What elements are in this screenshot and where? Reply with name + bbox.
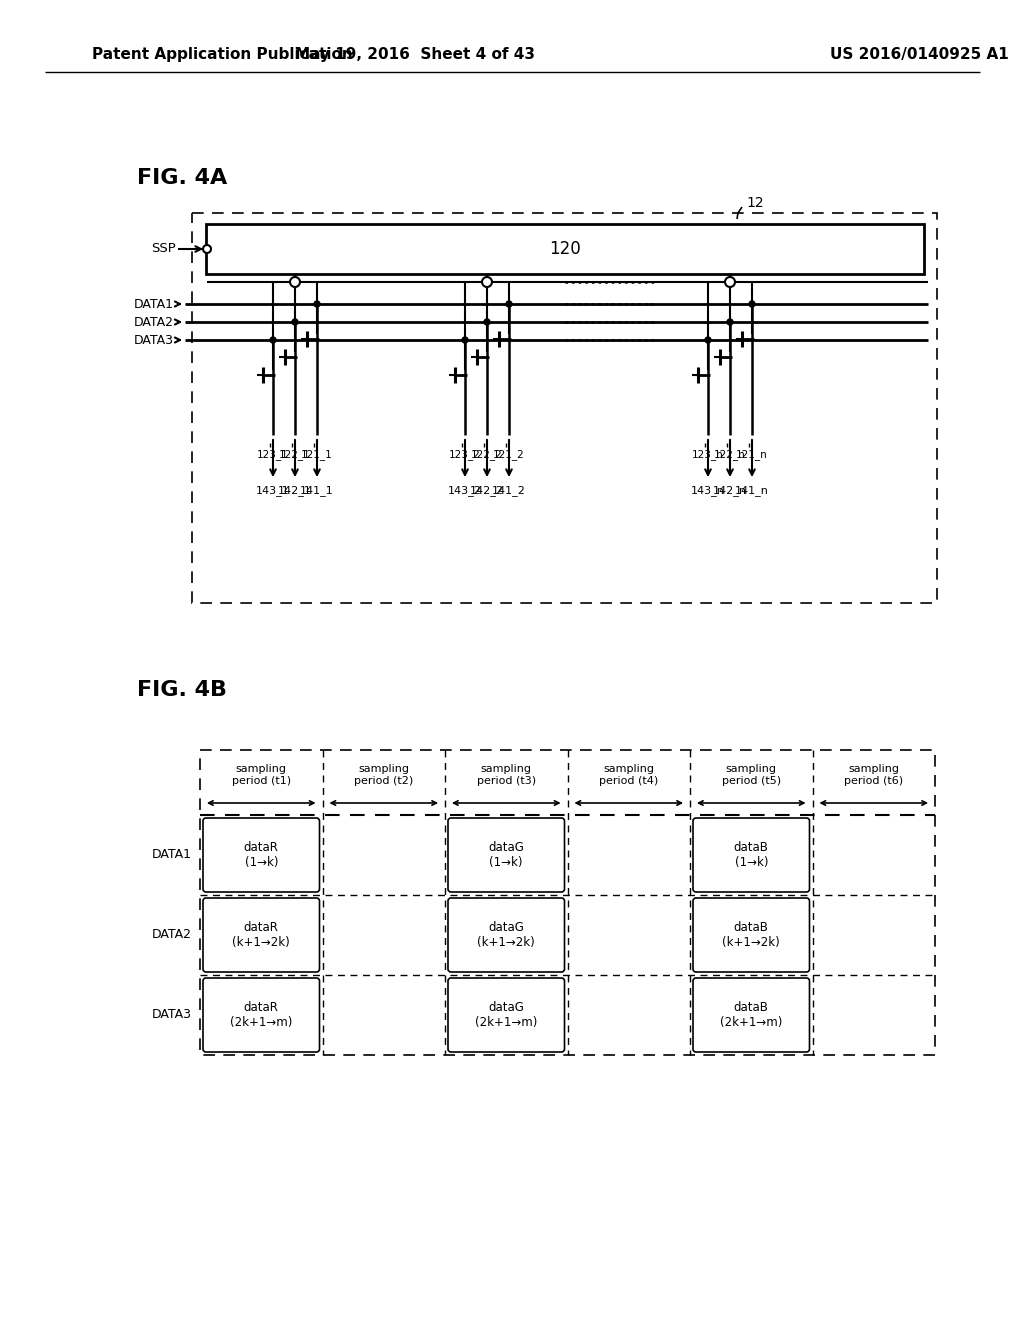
Circle shape bbox=[484, 319, 490, 325]
Circle shape bbox=[270, 337, 276, 343]
Text: sampling
period (t3): sampling period (t3) bbox=[477, 764, 536, 785]
Text: Patent Application Publication: Patent Application Publication bbox=[92, 46, 352, 62]
Text: 120: 120 bbox=[549, 240, 581, 257]
Text: 121_n: 121_n bbox=[736, 449, 768, 459]
Bar bbox=[193, 213, 937, 603]
Text: dataG
(1→k): dataG (1→k) bbox=[488, 841, 524, 869]
Circle shape bbox=[290, 277, 300, 286]
Text: DATA2: DATA2 bbox=[152, 928, 193, 941]
Text: 12: 12 bbox=[746, 195, 764, 210]
FancyBboxPatch shape bbox=[203, 978, 319, 1052]
Circle shape bbox=[314, 301, 319, 308]
Text: sampling
period (t5): sampling period (t5) bbox=[722, 764, 781, 785]
Bar bbox=[200, 750, 935, 1055]
Text: 121_2: 121_2 bbox=[494, 449, 525, 459]
FancyBboxPatch shape bbox=[693, 818, 810, 892]
FancyBboxPatch shape bbox=[693, 898, 810, 972]
Text: 141_2: 141_2 bbox=[493, 484, 526, 496]
Text: FIG. 4A: FIG. 4A bbox=[137, 168, 227, 187]
FancyBboxPatch shape bbox=[449, 978, 564, 1052]
Circle shape bbox=[749, 301, 755, 308]
Text: dataB
(2k+1→m): dataB (2k+1→m) bbox=[720, 1001, 782, 1030]
Text: 143_1: 143_1 bbox=[256, 484, 290, 496]
Text: 141_n: 141_n bbox=[735, 484, 769, 496]
Circle shape bbox=[482, 277, 492, 286]
FancyBboxPatch shape bbox=[693, 978, 810, 1052]
Text: US 2016/0140925 A1: US 2016/0140925 A1 bbox=[830, 46, 1009, 62]
Circle shape bbox=[292, 319, 298, 325]
Text: DATA1: DATA1 bbox=[152, 849, 193, 862]
Text: dataG
(k+1→2k): dataG (k+1→2k) bbox=[477, 921, 536, 949]
Text: 123_n: 123_n bbox=[692, 449, 724, 459]
Text: dataB
(k+1→2k): dataB (k+1→2k) bbox=[722, 921, 780, 949]
Text: 142_n: 142_n bbox=[713, 484, 746, 496]
Text: 122_2: 122_2 bbox=[471, 449, 503, 459]
Text: May 19, 2016  Sheet 4 of 43: May 19, 2016 Sheet 4 of 43 bbox=[295, 46, 535, 62]
Text: 122_1: 122_1 bbox=[280, 449, 311, 459]
FancyBboxPatch shape bbox=[203, 818, 319, 892]
Text: 142_1: 142_1 bbox=[279, 484, 312, 496]
Text: 143_n: 143_n bbox=[691, 484, 725, 496]
Circle shape bbox=[203, 246, 211, 253]
Circle shape bbox=[705, 337, 711, 343]
Bar bbox=[206, 224, 924, 275]
Text: dataR
(2k+1→m): dataR (2k+1→m) bbox=[230, 1001, 293, 1030]
Text: FIG. 4B: FIG. 4B bbox=[137, 680, 227, 700]
Text: sampling
period (t4): sampling period (t4) bbox=[599, 764, 658, 785]
Text: DATA1: DATA1 bbox=[134, 297, 174, 310]
Circle shape bbox=[506, 301, 512, 308]
Text: 143_2: 143_2 bbox=[449, 484, 482, 496]
FancyBboxPatch shape bbox=[203, 898, 319, 972]
Text: 122_n: 122_n bbox=[714, 449, 745, 459]
Text: dataR
(k+1→2k): dataR (k+1→2k) bbox=[232, 921, 290, 949]
Text: 121_1: 121_1 bbox=[301, 449, 333, 459]
Text: dataR
(1→k): dataR (1→k) bbox=[244, 841, 279, 869]
Text: sampling
period (t2): sampling period (t2) bbox=[354, 764, 414, 785]
Circle shape bbox=[727, 319, 733, 325]
Text: DATA3: DATA3 bbox=[152, 1008, 193, 1022]
Text: 142_2: 142_2 bbox=[470, 484, 504, 496]
Text: dataG
(2k+1→m): dataG (2k+1→m) bbox=[475, 1001, 538, 1030]
Text: 123_2: 123_2 bbox=[450, 449, 481, 459]
Circle shape bbox=[462, 337, 468, 343]
Text: dataB
(1→k): dataB (1→k) bbox=[734, 841, 769, 869]
Text: DATA3: DATA3 bbox=[134, 334, 174, 346]
Text: SSP: SSP bbox=[152, 243, 176, 256]
Text: 141_1: 141_1 bbox=[300, 484, 334, 496]
Text: sampling
period (t1): sampling period (t1) bbox=[231, 764, 291, 785]
Text: sampling
period (t6): sampling period (t6) bbox=[844, 764, 903, 785]
FancyBboxPatch shape bbox=[449, 818, 564, 892]
Circle shape bbox=[725, 277, 735, 286]
Text: 123_1: 123_1 bbox=[257, 449, 289, 459]
FancyBboxPatch shape bbox=[449, 898, 564, 972]
Text: DATA2: DATA2 bbox=[134, 315, 174, 329]
